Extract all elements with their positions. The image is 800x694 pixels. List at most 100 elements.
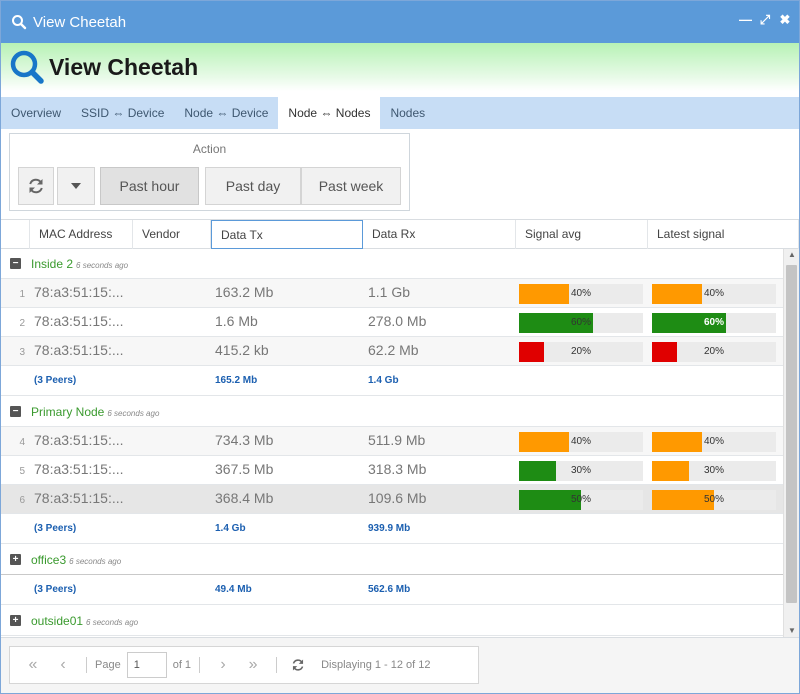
group-name: Primary Node <box>31 404 105 419</box>
column-latest-signal[interactable]: Latest signal <box>648 220 799 249</box>
column-data-rx[interactable]: Data Rx <box>363 220 516 249</box>
table-row[interactable]: 2 78:a3:51:15:... 1.6 Mb 278.0 Mb 60% 60… <box>1 308 783 337</box>
latest-signal-fill <box>652 342 677 362</box>
row-number: 3 <box>19 347 25 358</box>
latest-signal-fill <box>652 490 714 510</box>
group-name: Inside 2 <box>31 256 74 271</box>
pager-separator <box>86 657 87 673</box>
latest-signal-label: 60% <box>703 317 724 328</box>
group-time: 6 seconds ago <box>76 260 129 270</box>
signal-avg-label: 20% <box>570 346 591 357</box>
column-mac-address[interactable]: MAC Address <box>30 220 133 249</box>
summary-tx: 1.4 Gb <box>215 523 246 534</box>
past-day-button[interactable]: Past day <box>205 167 301 205</box>
column-data-tx[interactable]: Data Tx <box>211 220 363 249</box>
tab-node-nodes[interactable]: Node ⇔ Nodes <box>278 97 381 129</box>
table-row[interactable]: 3 78:a3:51:15:... 415.2 kb 62.2 Mb 20% 2… <box>1 337 783 366</box>
data-tx-cell: 368.4 Mb <box>215 490 274 506</box>
mac-cell: 78:a3:51:15:... <box>34 342 124 358</box>
scroll-thumb[interactable] <box>786 265 797 603</box>
grid-scrollbar[interactable]: ▲ ▼ <box>783 249 799 637</box>
group-summary-row: (3 Peers) 165.2 Mb 1.4 Gb <box>1 366 783 396</box>
summary-rx: 562.6 Mb <box>368 584 411 595</box>
page-label: Page <box>95 659 121 671</box>
past-hour-button[interactable]: Past hour <box>100 167 199 205</box>
group-time: 6 seconds ago <box>69 556 122 566</box>
window-tools: — ⤢ ✖ <box>739 13 791 27</box>
tab-ssid-device[interactable]: SSID ⇔ Device <box>81 106 165 120</box>
signal-avg-fill <box>519 432 569 452</box>
refresh-button[interactable] <box>18 167 54 205</box>
signal-avg-fill <box>519 313 594 333</box>
past-week-button[interactable]: Past week <box>301 167 401 205</box>
data-rx-cell: 318.3 Mb <box>368 461 427 477</box>
table-row[interactable]: 4 78:a3:51:15:... 734.3 Mb 511.9 Mb 40% … <box>1 427 783 456</box>
summary-rx: 939.9 Mb <box>368 523 411 534</box>
tab-node-device[interactable]: Node ⇔ Device <box>184 106 269 120</box>
search-icon <box>10 50 44 84</box>
close-icon[interactable]: ✖ <box>779 12 791 27</box>
pager-separator <box>276 657 278 673</box>
minimize-icon[interactable]: — <box>739 12 752 27</box>
data-rx-cell: 278.0 Mb <box>368 313 427 329</box>
dropdown-button[interactable] <box>57 167 95 205</box>
table-row[interactable]: 6 78:a3:51:15:... 368.4 Mb 109.6 Mb 50% … <box>1 485 783 514</box>
signal-avg-bar: 30% <box>519 461 643 481</box>
first-page-icon[interactable]: « <box>28 656 38 673</box>
column-vendor[interactable]: Vendor <box>133 220 211 249</box>
signal-avg-label: 40% <box>570 436 591 447</box>
row-number-header <box>1 220 30 249</box>
signal-avg-bar: 50% <box>519 490 643 510</box>
paging-toolbar: « ‹ Page 1 of 1 › » Displaying 1 - 12 of… <box>1 637 799 693</box>
signal-avg-label: 40% <box>570 288 591 299</box>
refresh-icon[interactable] <box>291 658 305 672</box>
data-tx-cell: 367.5 Mb <box>215 461 274 477</box>
refresh-icon <box>29 178 43 194</box>
column-signal-avg[interactable]: Signal avg <box>516 220 648 249</box>
latest-signal-label: 50% <box>703 494 724 505</box>
maximize-icon[interactable]: ⤢ <box>759 12 771 27</box>
row-number: 5 <box>19 466 25 477</box>
latest-signal-bar: 30% <box>652 461 776 481</box>
group-divider <box>1 574 783 575</box>
action-label: Action <box>192 142 227 156</box>
collapse-icon[interactable]: − <box>10 406 21 417</box>
window-titlebar[interactable]: View Cheetah — ⤢ ✖ <box>1 1 799 43</box>
latest-signal-fill <box>652 284 702 304</box>
group-header[interactable]: + outside01 6 seconds ago <box>1 606 783 636</box>
last-page-icon[interactable]: » <box>248 656 258 673</box>
expand-icon[interactable]: + <box>10 554 21 565</box>
tab-nodes[interactable]: Nodes <box>390 106 426 120</box>
signal-avg-fill <box>519 490 581 510</box>
signal-avg-label: 50% <box>570 494 591 505</box>
window-title: View Cheetah <box>33 13 127 31</box>
scroll-up-icon[interactable]: ▲ <box>788 250 796 259</box>
peers-count: (3 Peers) <box>34 523 77 534</box>
latest-signal-label: 30% <box>703 465 724 476</box>
group-summary-row: (3 Peers) 49.4 Mb 562.6 Mb <box>1 575 783 605</box>
next-page-icon[interactable]: › <box>220 656 226 673</box>
tab-overview[interactable]: Overview <box>11 106 62 120</box>
prev-page-icon[interactable]: ‹ <box>60 656 66 673</box>
search-icon <box>12 15 27 30</box>
group-header[interactable]: + office3 6 seconds ago <box>1 545 783 575</box>
table-row[interactable]: 1 78:a3:51:15:... 163.2 Mb 1.1 Gb 40% 40… <box>1 279 783 308</box>
expand-icon[interactable]: + <box>10 615 21 626</box>
peers-count: (3 Peers) <box>34 584 77 595</box>
pager-separator <box>199 657 201 673</box>
table-row[interactable]: 5 78:a3:51:15:... 367.5 Mb 318.3 Mb 30% … <box>1 456 783 485</box>
mac-cell: 78:a3:51:15:... <box>34 432 124 448</box>
data-rx-cell: 1.1 Gb <box>368 284 411 300</box>
mac-cell: 78:a3:51:15:... <box>34 490 124 506</box>
scroll-down-icon[interactable]: ▼ <box>788 626 796 635</box>
group-time: 6 seconds ago <box>86 617 139 627</box>
group-header[interactable]: − Inside 2 6 seconds ago <box>1 249 783 279</box>
mac-cell: 78:a3:51:15:... <box>34 284 124 300</box>
group-header[interactable]: − Primary Node 6 seconds ago <box>1 397 783 427</box>
row-number: 4 <box>19 437 25 448</box>
signal-avg-label: 60% <box>570 317 591 328</box>
signal-avg-fill <box>519 461 557 481</box>
collapse-icon[interactable]: − <box>10 258 21 269</box>
page-number-input[interactable]: 1 <box>126 652 167 678</box>
